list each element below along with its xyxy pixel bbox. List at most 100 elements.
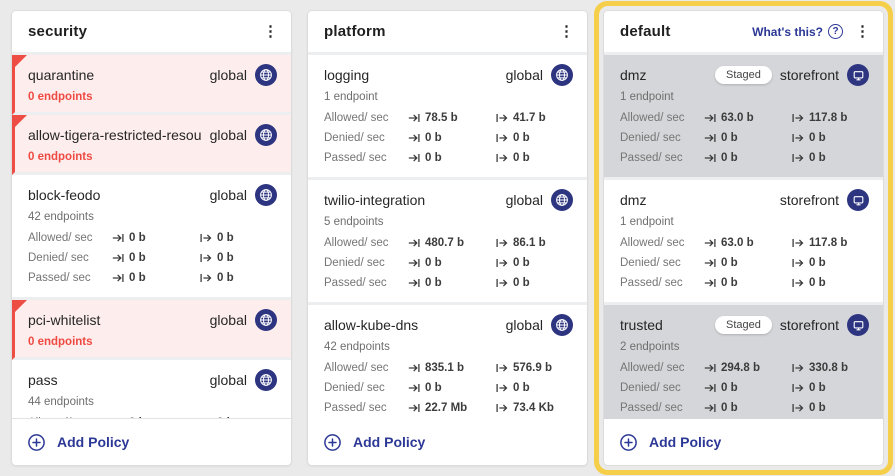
policy-card-header: pci-whitelist global <box>28 308 277 332</box>
ingress-metric: 0 b <box>408 132 496 144</box>
column-footer: Add Policy <box>604 419 883 465</box>
ingress-value: 0 b <box>425 152 442 164</box>
metrics: Allowed/ sec 835.1 b 576.9 b Denied/ sec… <box>324 358 573 418</box>
policy-card[interactable]: trusted Staged storefront 2 endpoints Al… <box>604 305 883 419</box>
egress-arrow-icon <box>496 364 508 372</box>
ingress-value: 0 b <box>425 257 442 269</box>
ingress-metric: 0 b <box>408 382 496 394</box>
ingress-value: 294.8 b <box>721 362 760 374</box>
help-icon[interactable]: ? <box>828 24 843 39</box>
egress-arrow-icon <box>496 404 508 412</box>
policy-card[interactable]: dmz Staged storefront 1 endpoint Allowed… <box>604 55 883 180</box>
policy-name: dmz <box>620 192 647 208</box>
ingress-arrow-icon <box>704 279 716 287</box>
ingress-arrow-icon <box>408 404 420 412</box>
metric-row: Allowed/ sec 835.1 b 576.9 b <box>324 358 573 378</box>
egress-metric: 0 b <box>792 402 869 414</box>
kebab-menu-icon[interactable]: ⋮ <box>263 23 278 40</box>
metric-row: Allowed/ sec 0 b 0 b <box>28 413 277 418</box>
policy-card[interactable]: pass global 44 endpoints Allowed/ sec 0 … <box>12 360 291 418</box>
policy-name: pass <box>28 372 58 388</box>
ingress-value: 0 b <box>721 152 738 164</box>
policy-card[interactable]: pci-whitelist global 0 endpoints <box>12 300 291 360</box>
globe-icon <box>260 189 272 201</box>
egress-value: 0 b <box>513 277 530 289</box>
egress-value: 576.9 b <box>513 362 552 374</box>
kebab-menu-icon[interactable]: ⋮ <box>855 23 870 40</box>
add-policy-button[interactable]: Add Policy <box>28 433 129 451</box>
endpoints-count: 42 endpoints <box>28 211 94 223</box>
egress-value: 0 b <box>809 277 826 289</box>
whats-this-link[interactable]: What's this? ? <box>752 24 843 39</box>
scope-label: storefront <box>779 67 839 83</box>
egress-arrow-icon <box>496 259 508 267</box>
ingress-value: 0 b <box>425 277 442 289</box>
egress-metric: 41.7 b <box>496 112 573 124</box>
egress-arrow-icon <box>792 364 804 372</box>
staged-badge: Staged <box>714 66 772 84</box>
policy-card[interactable]: quarantine global 0 endpoints <box>12 55 291 115</box>
policy-name: allow-tigera-restricted-resources <box>28 127 202 143</box>
metric-row: Allowed/ sec 480.7 b 86.1 b <box>324 233 573 253</box>
scope-label: global <box>209 127 247 143</box>
metric-row: Denied/ sec 0 b 0 b <box>324 128 573 148</box>
metric-row: Passed/ sec 0 b 0 b <box>324 148 573 168</box>
egress-metric: 0 b <box>792 132 869 144</box>
policy-card[interactable]: twilio-integration global 5 endpoints Al… <box>308 180 587 305</box>
egress-value: 41.7 b <box>513 112 546 124</box>
egress-metric: 0 b <box>496 257 573 269</box>
egress-arrow-icon <box>792 279 804 287</box>
ingress-metric: 0 b <box>704 382 792 394</box>
globe-icon <box>556 319 568 331</box>
metrics: Allowed/ sec 480.7 b 86.1 b Denied/ sec … <box>324 233 573 293</box>
ingress-value: 0 b <box>721 257 738 269</box>
policy-card[interactable]: allow-kube-dns global 42 endpoints Allow… <box>308 305 587 419</box>
endpoints-count: 1 endpoint <box>620 91 674 103</box>
ingress-value: 63.0 b <box>721 237 754 249</box>
policy-card[interactable]: allow-tigera-restricted-resources global… <box>12 115 291 175</box>
globe-icon <box>556 194 568 206</box>
policy-card[interactable]: block-feodo global 42 endpoints Allowed/… <box>12 175 291 300</box>
ingress-metric: 0 b <box>408 277 496 289</box>
endpoints-count: 42 endpoints <box>324 341 390 353</box>
ingress-arrow-icon <box>408 154 420 162</box>
ingress-value: 0 b <box>129 272 146 284</box>
add-policy-label: Add Policy <box>649 434 722 450</box>
egress-metric: 0 b <box>200 272 277 284</box>
egress-metric: 0 b <box>200 252 277 264</box>
ingress-value: 480.7 b <box>425 237 464 249</box>
egress-metric: 0 b <box>792 382 869 394</box>
egress-arrow-icon <box>496 384 508 392</box>
kebab-menu-icon[interactable]: ⋮ <box>559 23 574 40</box>
ingress-value: 835.1 b <box>425 362 464 374</box>
egress-value: 0 b <box>809 382 826 394</box>
policy-card-header: dmz storefront <box>620 188 869 212</box>
add-policy-button[interactable]: Add Policy <box>620 433 722 451</box>
ingress-arrow-icon <box>408 364 420 372</box>
ingress-metric: 0 b <box>704 257 792 269</box>
metric-row: Denied/ sec 0 b 0 b <box>620 128 869 148</box>
metric-label: Denied/ sec <box>620 382 681 394</box>
globe-icon <box>260 129 272 141</box>
metric-label: Denied/ sec <box>620 257 681 269</box>
metrics: Allowed/ sec 63.0 b 117.8 b Denied/ sec … <box>620 233 869 293</box>
egress-arrow-icon <box>792 259 804 267</box>
egress-value: 0 b <box>217 252 234 264</box>
ingress-arrow-icon <box>704 239 716 247</box>
policy-card[interactable]: dmz storefront 1 endpoint Allowed/ sec 6… <box>604 180 883 305</box>
egress-arrow-icon <box>792 154 804 162</box>
egress-arrow-icon <box>200 254 212 262</box>
ingress-value: 63.0 b <box>721 112 754 124</box>
egress-value: 0 b <box>809 132 826 144</box>
policy-card-header: allow-kube-dns global <box>324 313 573 337</box>
policy-card[interactable]: logging global 1 endpoint Allowed/ sec 7… <box>308 55 587 180</box>
ingress-arrow-icon <box>408 384 420 392</box>
ingress-metric: 22.7 Mb <box>408 402 496 414</box>
storefront-icon <box>853 320 863 330</box>
ingress-value: 0 b <box>721 382 738 394</box>
egress-value: 0 b <box>513 132 530 144</box>
ingress-metric: 0 b <box>112 252 200 264</box>
metric-row: Allowed/ sec 78.5 b 41.7 b <box>324 108 573 128</box>
add-policy-button[interactable]: Add Policy <box>324 433 425 451</box>
